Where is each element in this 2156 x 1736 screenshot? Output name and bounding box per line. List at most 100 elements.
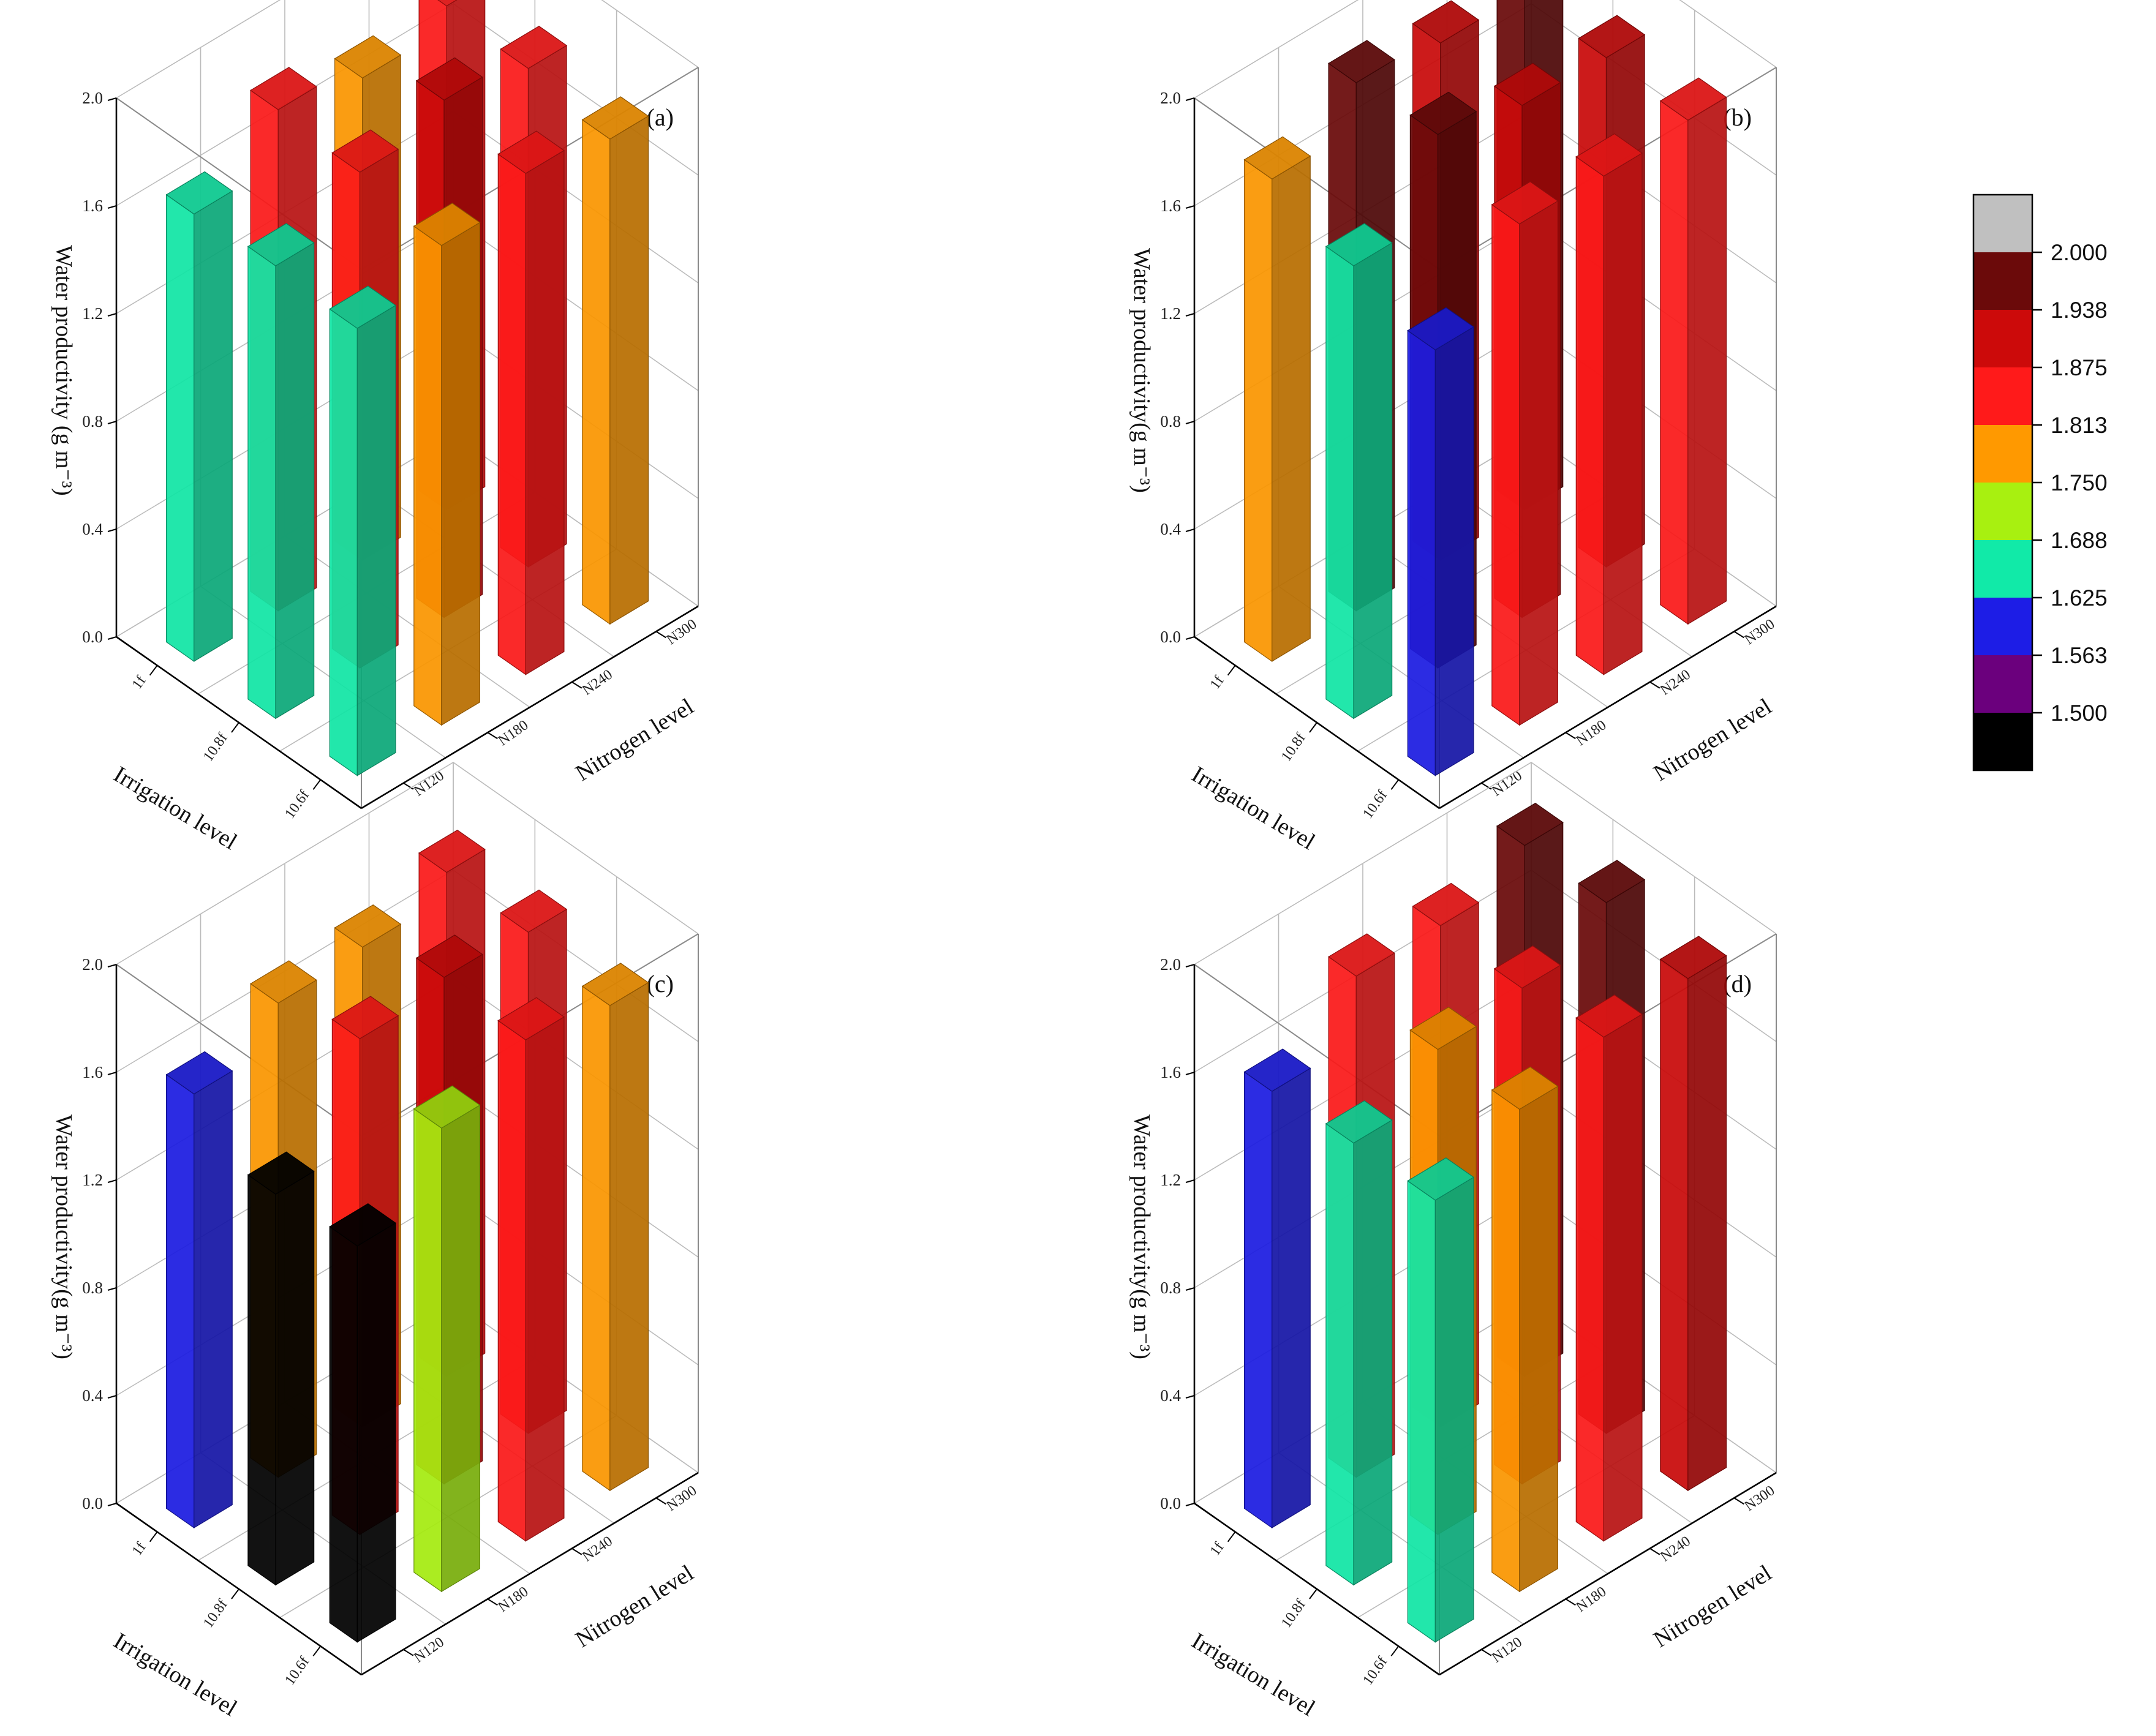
irrigation-tick-label: 1f xyxy=(1207,1539,1227,1558)
bar-face-top xyxy=(331,996,399,1039)
bar-face-side xyxy=(1519,1085,1559,1593)
y-tick-label: 2.0 xyxy=(1160,955,1181,974)
bar-face-front xyxy=(497,153,526,675)
bar-face-top xyxy=(249,960,317,1004)
x-tick xyxy=(1390,1645,1400,1656)
irrigation-tick-label: 10.6f xyxy=(282,787,312,822)
y-tick xyxy=(1185,964,1195,968)
colorbar-cell xyxy=(1973,425,2032,483)
bar-face-top xyxy=(1578,15,1646,58)
bar-10.6f-N120 xyxy=(1407,307,1475,776)
y-tick xyxy=(107,313,117,317)
gridline-y xyxy=(1194,762,1777,965)
floor-grid xyxy=(1278,1452,1524,1625)
y-tick-label: 0.4 xyxy=(82,520,103,538)
bar-face-top xyxy=(415,57,483,101)
irrigation-tick-label: 1f xyxy=(129,1539,149,1558)
z-tick xyxy=(1733,631,1744,639)
z-axis-title: Nitrogen level xyxy=(1649,694,1776,786)
bar-10.6f-N240 xyxy=(497,130,565,675)
y-tick-label: 1.2 xyxy=(82,304,103,323)
nitrogen-tick-label: N300 xyxy=(664,616,700,648)
z-tick xyxy=(487,1598,498,1606)
bar-10.8f-N120 xyxy=(1325,223,1393,720)
colorbar-cell xyxy=(1973,195,2032,252)
bar-face-front xyxy=(497,1020,526,1542)
irrigation-tick-label: 10.6f xyxy=(1360,787,1390,822)
bar-face-side xyxy=(609,115,649,625)
bar-face-top xyxy=(500,889,568,933)
bar-face-top xyxy=(497,997,565,1040)
bar-face-top xyxy=(334,904,402,948)
y-tick-label: 1.2 xyxy=(82,1171,103,1189)
z-axis-line xyxy=(361,1471,699,1676)
gridline-y xyxy=(1194,0,1777,99)
colorbar: 2.000 1.938 1.875 1.813 1.750 1.688 1.625 1.563… xyxy=(1972,194,2108,772)
y-tick xyxy=(107,1287,117,1291)
bar-face-top xyxy=(1412,0,1480,43)
bar-face-top xyxy=(581,96,649,140)
bar-face-side xyxy=(609,982,649,1492)
bar-face-front xyxy=(1491,1089,1520,1593)
x-tick xyxy=(1309,722,1317,733)
z-tick xyxy=(1481,782,1492,790)
bar-face-side xyxy=(1272,155,1311,663)
bar-face-top xyxy=(415,934,483,978)
panel-label: (b) xyxy=(1723,103,1752,131)
bar-face-front xyxy=(1660,100,1689,625)
y-tick xyxy=(107,1179,117,1183)
bar-10.6f-N240 xyxy=(1575,133,1643,675)
bar-face-side xyxy=(1603,152,1643,675)
bar-face-top xyxy=(1327,40,1395,83)
bar-face-side xyxy=(1272,1067,1311,1529)
irrigation-tick-label: 10.8f xyxy=(1278,731,1309,765)
y-tick-label: 1.6 xyxy=(82,197,103,215)
y-tick xyxy=(107,97,117,101)
floor-grid xyxy=(1447,484,1692,658)
bar-face-top xyxy=(331,129,399,173)
y-tick-label: 0.4 xyxy=(1160,520,1181,538)
bar-face-front xyxy=(1575,1017,1604,1542)
bar-10.8f-N120 xyxy=(1325,1100,1393,1586)
colorbar-label: 1.813 xyxy=(2051,413,2108,438)
bar-face-side xyxy=(356,304,396,776)
bar-face-top xyxy=(247,1151,315,1195)
panel-a: 0.0 0.4 0.8 1.2 1.6 2.0 1f 10.8f 10.6f N120 N180 N2… xyxy=(51,0,699,855)
bar-face-side xyxy=(1603,1013,1643,1542)
bar-face-top xyxy=(334,35,402,79)
bar-10.6f-N300 xyxy=(581,963,649,1492)
irrigation-tick-label: 10.8f xyxy=(200,731,231,765)
nitrogen-tick-label: N120 xyxy=(1489,1634,1525,1666)
colorbar-cell xyxy=(1973,598,2032,655)
floor-grid xyxy=(284,1402,530,1574)
y-tick-label: 0.8 xyxy=(82,412,103,430)
bar-face-top xyxy=(581,963,649,1006)
bar-10.6f-N180 xyxy=(1491,181,1559,726)
bar-face-side xyxy=(1353,242,1393,720)
irrigation-tick-label: 10.8f xyxy=(200,1597,231,1631)
irrigation-tick-label: 10.8f xyxy=(1278,1597,1309,1631)
bar-1f-N120 xyxy=(165,1051,233,1529)
z-axis-title: Nitrogen level xyxy=(571,694,698,786)
bar-face-side xyxy=(525,1016,565,1542)
y-tick xyxy=(1185,1072,1195,1075)
y-tick-label: 1.6 xyxy=(82,1063,103,1081)
z-axis-line xyxy=(1439,605,1777,810)
y-tick-label: 0.0 xyxy=(1160,1494,1181,1512)
bar-face-top xyxy=(1575,994,1643,1038)
z-tick xyxy=(1649,681,1660,689)
z-tick xyxy=(1733,1497,1744,1505)
bar-10.6f-N120 xyxy=(329,1203,397,1643)
colorbar-label: 1.875 xyxy=(2051,355,2108,380)
y-tick xyxy=(1185,421,1195,424)
bar-10.6f-N240 xyxy=(1575,994,1643,1542)
bar-face-top xyxy=(247,223,315,266)
bar-face-top xyxy=(1491,1066,1559,1110)
y-tick xyxy=(107,1395,117,1399)
y-tick-label: 1.2 xyxy=(1160,1171,1181,1189)
y-tick-label: 2.0 xyxy=(82,89,103,107)
bar-face-top xyxy=(1407,1157,1475,1201)
bar-face-front xyxy=(166,194,195,663)
nitrogen-tick-label: N240 xyxy=(1657,667,1694,699)
x-tick xyxy=(1309,1588,1317,1599)
